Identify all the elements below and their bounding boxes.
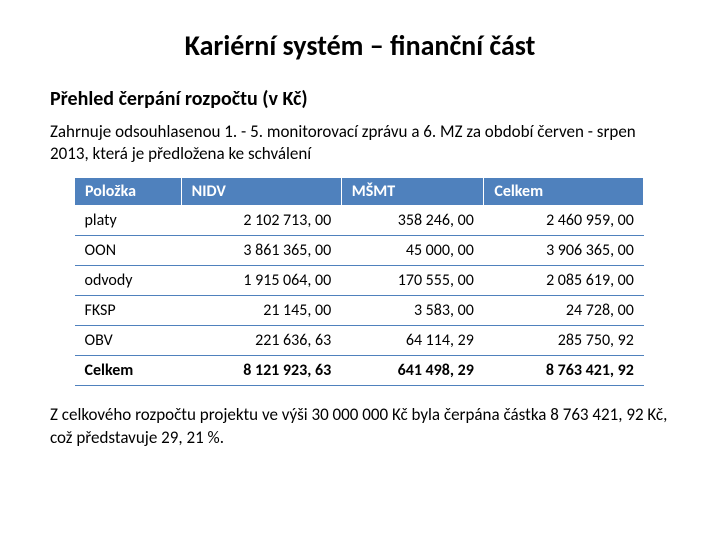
cell-value: 285 750, 92 xyxy=(484,326,644,356)
col-header: Položka xyxy=(75,178,182,206)
cell-value: 358 246, 00 xyxy=(341,206,484,236)
footer-text: Z celkového rozpočtu projektu ve výši 30… xyxy=(50,404,670,450)
cell-value: 221 636, 63 xyxy=(181,326,341,356)
cell-label: platy xyxy=(75,206,182,236)
cell-value: 24 728, 00 xyxy=(484,296,644,326)
cell-label: OON xyxy=(75,236,182,266)
intro-text: Zahrnuje odsouhlasenou 1. - 5. monitorov… xyxy=(50,121,670,165)
col-header: Celkem xyxy=(484,178,644,206)
cell-value: 8 763 421, 92 xyxy=(484,356,644,386)
col-header: NIDV xyxy=(181,178,341,206)
cell-value: 21 145, 00 xyxy=(181,296,341,326)
cell-value: 64 114, 29 xyxy=(341,326,484,356)
cell-value: 3 861 365, 00 xyxy=(181,236,341,266)
cell-value: 3 583, 00 xyxy=(341,296,484,326)
cell-value: 2 085 619, 00 xyxy=(484,266,644,296)
cell-value: 2 460 959, 00 xyxy=(484,206,644,236)
cell-label: Celkem xyxy=(75,356,182,386)
page-title: Kariérní systém – finanční část xyxy=(50,28,670,63)
table-row: platy 2 102 713, 00 358 246, 00 2 460 95… xyxy=(75,206,644,236)
cell-label: odvody xyxy=(75,266,182,296)
col-header: MŠMT xyxy=(341,178,484,206)
budget-table: Položka NIDV MŠMT Celkem platy 2 102 713… xyxy=(74,177,644,386)
cell-label: OBV xyxy=(75,326,182,356)
table-row: OBV 221 636, 63 64 114, 29 285 750, 92 xyxy=(75,326,644,356)
cell-value: 45 000, 00 xyxy=(341,236,484,266)
cell-value: 8 121 923, 63 xyxy=(181,356,341,386)
cell-value: 3 906 365, 00 xyxy=(484,236,644,266)
table-row-total: Celkem 8 121 923, 63 641 498, 29 8 763 4… xyxy=(75,356,644,386)
cell-value: 641 498, 29 xyxy=(341,356,484,386)
cell-value: 170 555, 00 xyxy=(341,266,484,296)
cell-label: FKSP xyxy=(75,296,182,326)
section-subtitle: Přehled čerpání rozpočtu (v Kč) xyxy=(50,87,670,111)
table-row: OON 3 861 365, 00 45 000, 00 3 906 365, … xyxy=(75,236,644,266)
table-header-row: Položka NIDV MŠMT Celkem xyxy=(75,178,644,206)
cell-value: 1 915 064, 00 xyxy=(181,266,341,296)
table-row: odvody 1 915 064, 00 170 555, 00 2 085 6… xyxy=(75,266,644,296)
cell-value: 2 102 713, 00 xyxy=(181,206,341,236)
table-row: FKSP 21 145, 00 3 583, 00 24 728, 00 xyxy=(75,296,644,326)
